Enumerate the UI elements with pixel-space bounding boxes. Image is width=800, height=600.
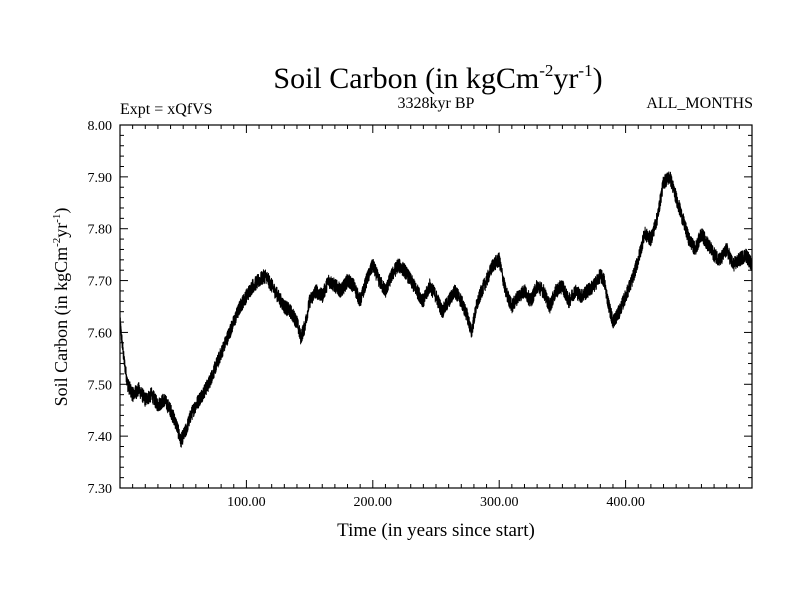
y-tick-label: 7.40 [88, 430, 113, 445]
series-layer [119, 171, 753, 448]
y-tick-label: 7.80 [88, 223, 113, 238]
x-tick-label: 100.00 [227, 495, 266, 510]
x-tick-label: 200.00 [354, 495, 393, 510]
x-tick-label: 300.00 [480, 495, 519, 510]
y-tick-label: 7.90 [88, 171, 113, 186]
axis-tick-labels: 100.00 200.00 300.00 400.00 7.30 7.40 7.50 7.60… [88, 119, 645, 510]
y-tick-label: 7.70 [88, 275, 113, 290]
series-line-soil-carbon [119, 171, 753, 448]
chart-title: Soil Carbon (in kgCm-2yr-1) [273, 61, 602, 95]
plot-area-frame [119, 124, 753, 489]
subtitle-period: 3328kyr BP [398, 95, 475, 112]
x-axis-label: Time (in years since start) [337, 520, 535, 541]
subtitle-experiment: Expt = xQfVS [120, 101, 213, 118]
x-tick-label: 400.00 [606, 495, 645, 510]
y-tick-label: 7.50 [88, 378, 113, 393]
y-axis-label: Soil Carbon (in kgCm-2yr-1) [51, 208, 72, 407]
y-tick-label: 7.60 [88, 326, 113, 341]
subtitle-months: ALL_MONTHS [646, 95, 753, 112]
y-tick-label: 7.30 [88, 482, 113, 497]
y-tick-label: 8.00 [88, 119, 113, 134]
